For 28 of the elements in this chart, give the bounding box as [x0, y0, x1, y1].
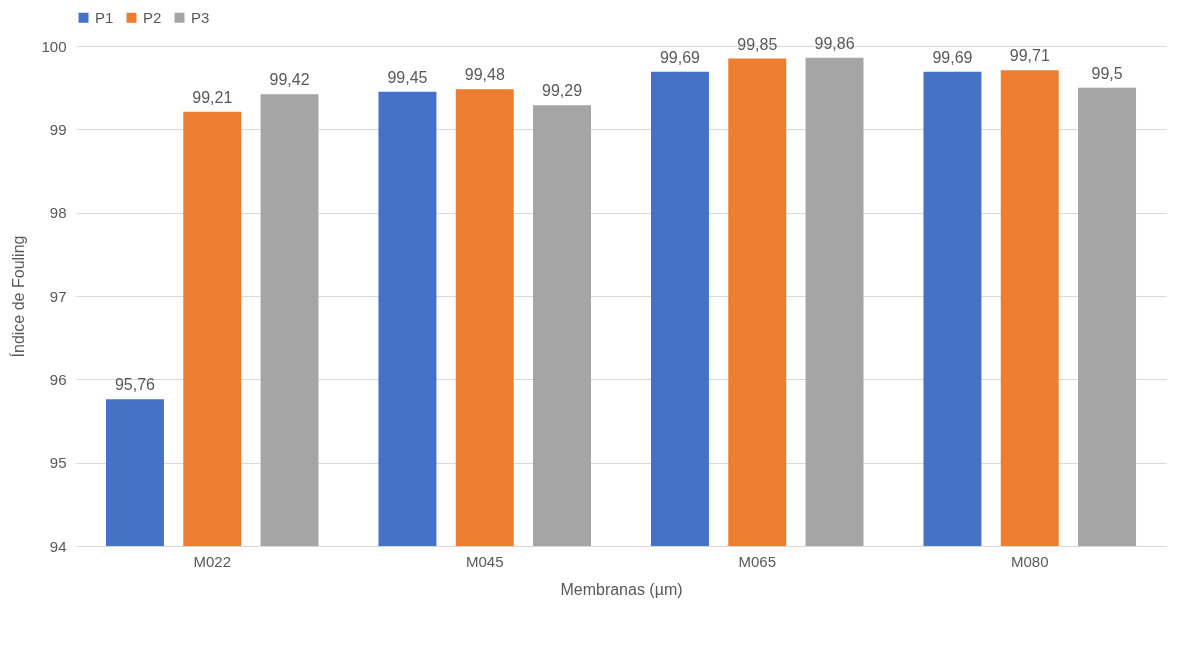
data-label: 99,69	[659, 48, 701, 66]
legend-label: P1	[95, 8, 114, 26]
legend-label: P3	[191, 8, 210, 26]
y-tick-label: 95	[49, 454, 67, 472]
x-tick-label: M022	[193, 552, 232, 570]
y-tick-label: 98	[49, 204, 67, 222]
data-label: 99,86	[814, 34, 855, 52]
x-tick-label: M065	[738, 552, 777, 570]
y-tick-label: 100	[41, 37, 67, 55]
data-label: 95,76	[114, 376, 156, 394]
data-label: 99,85	[737, 35, 778, 53]
data-label: 99,71	[1009, 47, 1050, 65]
data-label: 99,21	[192, 88, 233, 106]
x-tick-label: M080	[1010, 552, 1049, 570]
data-label: 99,45	[387, 68, 428, 86]
y-tick-label: 97	[49, 287, 67, 305]
x-axis-title: Membranas (µm)	[560, 580, 683, 598]
data-label: 99,5	[1091, 64, 1123, 82]
y-axis-title: Índice de Fouling	[9, 235, 28, 358]
data-label: 99,42	[269, 71, 310, 89]
data-label: 99,48	[464, 66, 505, 84]
y-tick-label: 99	[49, 120, 67, 138]
data-label: 99,29	[542, 82, 583, 100]
data-label: 99,69	[932, 48, 973, 66]
legend-label: P2	[143, 8, 162, 26]
x-tick-label: M045	[465, 552, 504, 570]
y-tick-label: 94	[49, 537, 67, 555]
y-tick-label: 96	[49, 370, 67, 388]
